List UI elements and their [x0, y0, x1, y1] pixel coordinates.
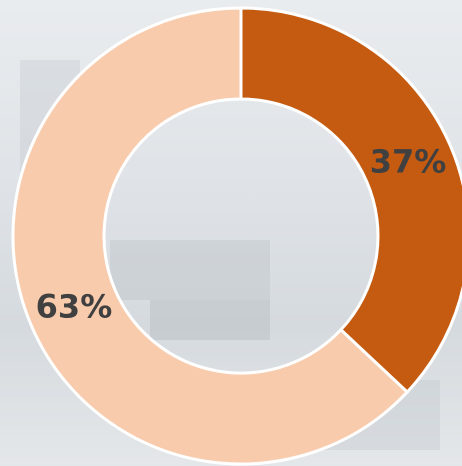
donut-segment	[239, 6, 462, 395]
donut-segment	[11, 6, 410, 466]
data-label: 37%	[370, 143, 447, 181]
data-label: 63%	[36, 287, 113, 325]
